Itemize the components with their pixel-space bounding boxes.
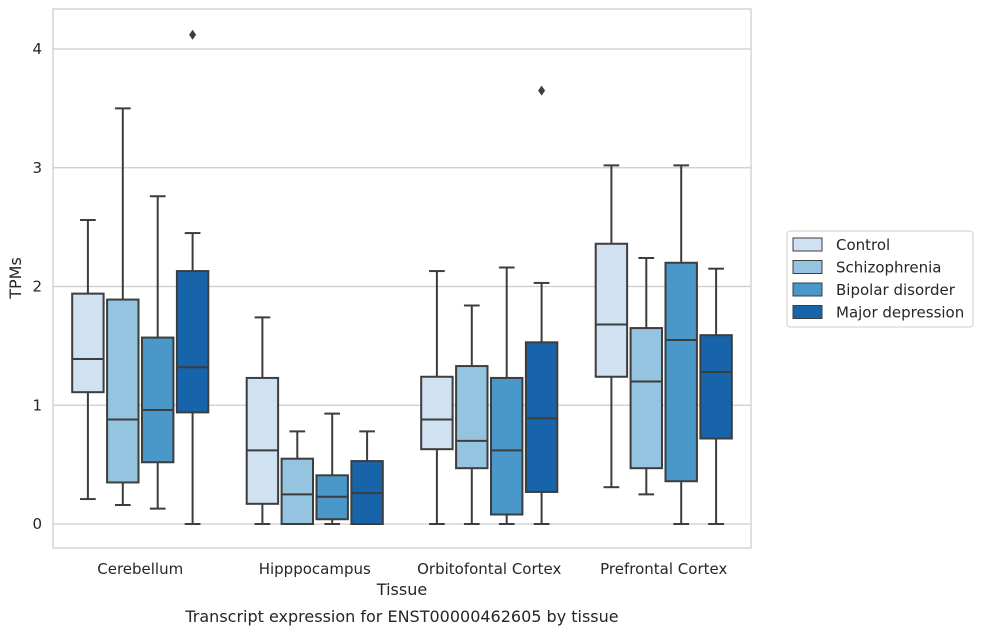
box-plots xyxy=(71,29,733,525)
legend: Control Schizophrenia Bipolar disorder Majo… xyxy=(786,230,974,328)
box-plot xyxy=(455,304,489,525)
box-plot xyxy=(71,219,105,501)
x-tick-labels: Cerebellum Hipppocampus Orbitofontal Corte… xyxy=(97,560,727,578)
box-plot xyxy=(175,29,210,525)
box-plot xyxy=(315,412,349,525)
box xyxy=(524,341,559,493)
box xyxy=(245,376,280,505)
box-plot xyxy=(699,267,733,525)
y-tick-label: 2 xyxy=(32,278,42,296)
y-tick-label: 1 xyxy=(32,396,42,414)
box xyxy=(420,375,454,451)
box-plot xyxy=(489,266,524,525)
box-plot xyxy=(420,270,454,525)
legend-swatch xyxy=(792,260,823,274)
x-tick-label: Orbitofontal Cortex xyxy=(417,560,561,578)
legend-label: Schizophrenia xyxy=(836,259,941,277)
x-tick-label: Cerebellum xyxy=(97,560,183,578)
box xyxy=(175,270,210,414)
box-plot xyxy=(629,257,664,496)
y-tick-labels: 0 1 2 3 4 xyxy=(32,40,42,533)
box xyxy=(71,292,105,394)
legend-frame xyxy=(786,230,974,328)
y-tick-label: 3 xyxy=(32,159,42,177)
box xyxy=(664,261,698,483)
box-plot xyxy=(594,164,629,489)
outlier-point xyxy=(189,29,197,40)
box-plot xyxy=(106,107,140,506)
legend-swatch xyxy=(792,305,823,319)
box-plot xyxy=(280,430,315,525)
box xyxy=(280,457,315,525)
box xyxy=(594,242,629,378)
legend-label: Control xyxy=(836,236,890,254)
box xyxy=(489,376,524,516)
box-plot xyxy=(245,316,280,525)
y-tick-label: 0 xyxy=(32,515,42,533)
legend-swatch xyxy=(792,237,823,252)
outlier-point xyxy=(538,85,546,96)
box-plot xyxy=(664,164,698,525)
box xyxy=(455,365,489,470)
box xyxy=(699,334,733,440)
chart-caption: Transcript expression for ENST0000046260… xyxy=(184,607,618,626)
box-plot xyxy=(524,85,559,525)
y-tick-label: 4 xyxy=(32,40,42,58)
legend-label: Bipolar disorder xyxy=(836,281,956,299)
legend-label: Major depression xyxy=(836,304,964,322)
x-axis-label: Tissue xyxy=(376,580,427,599)
x-tick-label: Hipppocampus xyxy=(259,560,371,578)
box-plot xyxy=(350,430,384,525)
legend-swatch xyxy=(792,282,823,297)
y-axis-label: TPMs xyxy=(6,257,25,300)
x-tick-label: Prefrontal Cortex xyxy=(600,560,727,578)
box xyxy=(106,298,140,484)
box xyxy=(140,336,175,464)
box-plot xyxy=(140,195,175,510)
box xyxy=(629,327,664,470)
plot-frame xyxy=(52,8,752,549)
